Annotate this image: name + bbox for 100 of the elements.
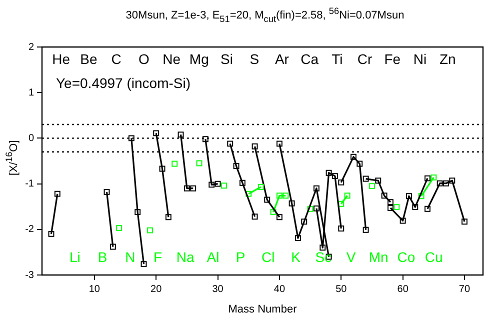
annotation: Ca	[300, 50, 319, 67]
y-tick-label: -1	[25, 178, 34, 190]
y-tick-label: -2	[25, 224, 34, 236]
annotation: K	[291, 248, 302, 265]
point	[276, 192, 282, 199]
annotation: S	[250, 50, 260, 67]
point	[406, 193, 412, 200]
annotation: Li	[69, 248, 80, 265]
x-tick-label: 50	[336, 284, 348, 295]
point	[320, 244, 326, 251]
point	[418, 193, 424, 200]
point	[153, 130, 160, 136]
point	[338, 179, 344, 186]
point	[375, 178, 382, 184]
point	[264, 196, 270, 203]
x-tick-label: 30	[212, 284, 224, 295]
point	[307, 206, 314, 212]
annotation: O	[138, 50, 150, 67]
point	[184, 185, 190, 192]
y-tick-label: 0	[28, 132, 34, 144]
point	[344, 192, 350, 199]
x-axis-title: Mass Number	[228, 303, 298, 316]
point	[252, 214, 258, 220]
point	[338, 200, 344, 207]
annotation: Ti	[332, 50, 343, 67]
point	[362, 226, 369, 233]
point	[227, 140, 234, 147]
point	[246, 190, 252, 197]
point	[313, 185, 320, 192]
y-tick-label: 1	[28, 87, 34, 98]
point	[276, 214, 282, 220]
annotation: V	[346, 248, 356, 265]
annotation: P	[236, 248, 246, 265]
y-tick-label: -3	[25, 270, 34, 281]
annotation: Fe	[384, 50, 401, 67]
x-tick-label: 70	[458, 284, 470, 295]
point	[462, 218, 468, 225]
annotation: Ar	[274, 50, 290, 67]
point	[430, 174, 437, 180]
annotation: Mg	[189, 50, 209, 67]
point	[381, 192, 388, 199]
chart-title: 30Msun, Z=1e-3, E$_{51}$=20, M$_{cut}$(fin)=2.58, $^{56}$Ni=0.07Msun	[124, 6, 406, 24]
annotation: Na	[176, 248, 195, 265]
annotation: Cr	[357, 50, 373, 67]
point	[332, 173, 338, 180]
point	[128, 135, 134, 142]
point	[134, 209, 141, 216]
annotation: He	[52, 50, 70, 67]
annotation: Ye=0.4997 (incom-Si)	[56, 74, 191, 91]
point	[443, 180, 449, 186]
point	[424, 206, 430, 212]
annotation: Sc	[315, 248, 332, 265]
point	[104, 189, 110, 195]
point	[172, 160, 178, 167]
point	[190, 185, 196, 192]
point	[270, 209, 276, 216]
point	[159, 166, 166, 172]
x-tick-label: 10	[88, 284, 100, 295]
point	[412, 204, 418, 210]
x-tick-label: 20	[150, 284, 162, 295]
point	[301, 218, 308, 225]
point	[54, 190, 60, 197]
point	[202, 136, 208, 142]
point	[220, 182, 227, 189]
point	[140, 261, 147, 268]
annotation: Ne	[162, 50, 181, 67]
point	[239, 180, 246, 186]
annotation: B	[98, 248, 108, 265]
point	[350, 154, 356, 160]
annotation: C	[111, 50, 122, 67]
annotation: Cu	[424, 248, 443, 265]
annotation: Co	[397, 248, 416, 265]
annotation: Cl	[262, 248, 275, 265]
annotation: Mn	[368, 248, 388, 265]
annotation: Al	[206, 248, 220, 265]
point	[449, 178, 456, 184]
point	[258, 184, 264, 190]
point	[294, 235, 301, 242]
point	[436, 180, 443, 186]
point	[48, 230, 54, 237]
annotation: Zn	[439, 50, 456, 67]
point	[313, 205, 320, 212]
point	[116, 225, 122, 232]
point	[110, 244, 116, 250]
y-tick-label: 2	[28, 42, 34, 53]
point	[233, 163, 240, 169]
point	[424, 175, 430, 182]
annotation: Ni	[413, 50, 427, 67]
annotation: Si	[220, 50, 233, 67]
point	[146, 227, 153, 234]
point	[214, 180, 221, 187]
x-tick-label: 40	[274, 284, 286, 295]
x-tick-label: 60	[397, 284, 409, 295]
point	[252, 143, 258, 150]
annotation: F	[153, 248, 162, 265]
point	[388, 199, 394, 206]
annotation: Be	[80, 50, 98, 67]
point	[288, 200, 295, 206]
point	[282, 192, 289, 199]
point	[165, 214, 172, 220]
